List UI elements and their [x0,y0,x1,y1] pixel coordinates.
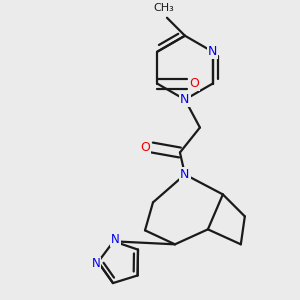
Text: N: N [111,233,120,246]
Text: CH₃: CH₃ [154,3,174,13]
Text: N: N [208,45,217,58]
Text: O: O [189,77,199,90]
Text: N: N [92,257,100,271]
Text: O: O [140,141,150,154]
Text: N: N [180,168,190,181]
Text: N: N [180,93,190,106]
